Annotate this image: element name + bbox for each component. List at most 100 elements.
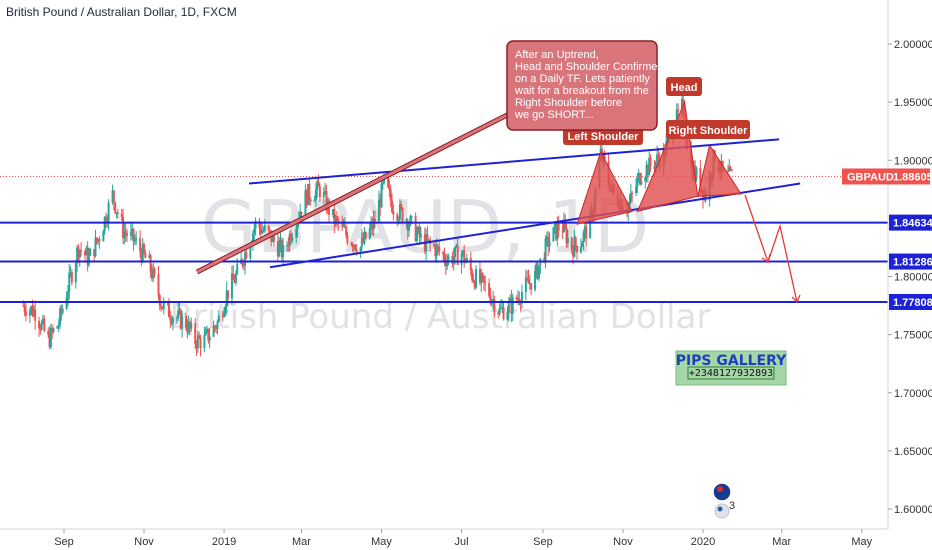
candle-body <box>418 227 421 238</box>
candle-body <box>639 173 642 185</box>
candle-body <box>645 165 648 178</box>
candle-body <box>83 251 86 256</box>
candle-body <box>144 252 147 258</box>
candle-body <box>427 239 430 241</box>
candle-body <box>527 278 530 284</box>
event-badge-mark <box>717 506 723 512</box>
y-tick-label: 1.95000 <box>894 97 932 109</box>
candle-body <box>111 190 114 203</box>
candle-body <box>545 236 548 239</box>
candle-body <box>582 232 585 243</box>
candle-body <box>199 338 202 348</box>
candle-body <box>442 251 445 255</box>
candle-body <box>426 234 429 241</box>
candle-body <box>454 246 457 258</box>
candle-body <box>225 290 228 307</box>
candle-body <box>629 192 632 202</box>
candle-body <box>259 228 262 234</box>
candle-body <box>215 327 218 329</box>
candle-body <box>133 240 136 242</box>
candle-body <box>501 307 504 309</box>
candle-body <box>313 200 316 202</box>
candle-body <box>322 192 325 198</box>
current-price-symbol: GBPAUD <box>847 171 894 183</box>
candle-body <box>355 249 358 253</box>
candle-body <box>325 191 328 211</box>
candle-body <box>286 244 289 246</box>
candle-body <box>196 335 199 349</box>
candle-body <box>161 306 164 310</box>
candle-body <box>38 320 41 329</box>
candle-body <box>194 323 197 344</box>
candle-body <box>565 227 568 244</box>
right-shoulder-label: Right Shoulder <box>666 120 750 139</box>
candle-body <box>603 154 606 162</box>
candle-body <box>291 237 294 241</box>
candle-body <box>648 157 651 176</box>
candle-body <box>66 292 69 298</box>
candle-body <box>656 154 659 162</box>
candle-body <box>160 306 163 308</box>
candle-body <box>480 273 483 283</box>
candle-body <box>114 202 117 213</box>
candle-body <box>69 272 72 274</box>
current-price-value: 1.88605 <box>893 171 932 183</box>
candle-body <box>120 213 123 218</box>
candle-body <box>316 181 319 190</box>
candle-body <box>360 237 363 248</box>
candle-body <box>372 218 375 230</box>
candle-body <box>574 237 577 246</box>
candle-body <box>354 244 357 250</box>
pips-gallery-phone-box <box>687 366 775 380</box>
aud-flag-mark <box>717 486 723 492</box>
candle-body <box>132 228 135 242</box>
candle-body <box>518 298 521 303</box>
candle-body <box>576 245 579 253</box>
candle-body <box>149 255 152 272</box>
callout-line: Right Shoulder before <box>515 97 622 109</box>
candle-body <box>534 270 537 290</box>
candle-body <box>230 273 233 299</box>
candle-body <box>695 167 698 180</box>
candle-body <box>379 199 382 208</box>
x-tick-label: 2019 <box>212 536 236 548</box>
candle-body <box>478 269 481 283</box>
candle-body <box>414 216 417 241</box>
candle-body <box>511 297 514 314</box>
candle-body <box>85 247 88 256</box>
candle-body <box>195 343 198 349</box>
candle-body <box>548 241 551 247</box>
candle-body <box>381 182 384 184</box>
candle-body <box>333 208 336 224</box>
candle-body <box>206 328 209 332</box>
candle-body <box>177 310 180 319</box>
candle-body <box>288 233 291 247</box>
price-axis: 2.00000 1.95000 1.90000 1.80000 1.75000 1.700… <box>888 39 932 516</box>
candle-body <box>362 237 365 243</box>
candle-body <box>585 226 588 239</box>
candle-body <box>566 237 569 244</box>
candle-body <box>516 298 519 300</box>
candle-body <box>39 328 42 330</box>
candle-body <box>158 295 161 307</box>
candle-body <box>334 216 337 224</box>
candle-body <box>251 233 254 244</box>
candle-body <box>553 223 556 228</box>
candle-body <box>373 218 376 222</box>
candle-body <box>681 99 684 112</box>
candle-body <box>97 238 100 242</box>
candle-body <box>463 250 466 263</box>
candle-body <box>387 174 390 188</box>
candle-body <box>343 226 346 228</box>
candle-body <box>519 302 522 304</box>
right-shoulder-label-text: Right Shoulder <box>669 125 749 137</box>
candle-body <box>300 211 303 215</box>
candle-body <box>537 265 540 279</box>
candle-body <box>57 324 60 327</box>
candle-body <box>368 228 371 239</box>
head-label-bg <box>666 77 702 96</box>
candle-body <box>482 275 485 283</box>
candle-body <box>729 167 732 170</box>
y-tick-label: 1.80000 <box>894 272 932 284</box>
aud-flag-icon <box>712 482 732 502</box>
